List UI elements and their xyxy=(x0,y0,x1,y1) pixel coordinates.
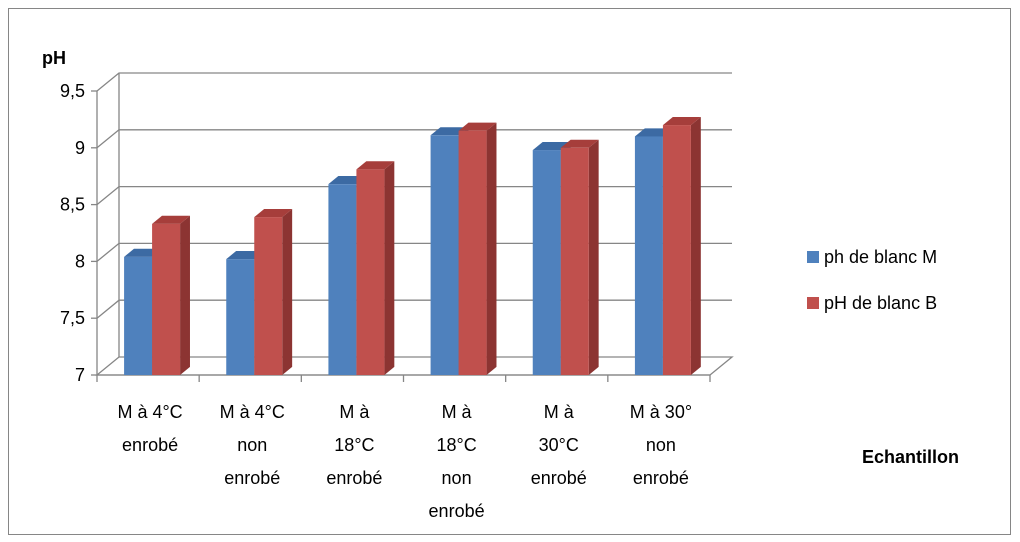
y-tick-label: 7 xyxy=(75,365,85,385)
x-tick-label: M à 30°C enrobé xyxy=(531,402,587,488)
x-tick-labels: M à 4°C enrobé M à 4°C non enrobé M à 18°C enro… xyxy=(117,402,692,521)
y-tick-label: 8,5 xyxy=(60,195,85,215)
x-tick-label: M à 18°C non enrobé xyxy=(429,402,485,521)
y-tick-label: 7,5 xyxy=(60,308,85,328)
legend-swatch xyxy=(807,297,819,309)
bar xyxy=(458,122,497,375)
bar xyxy=(152,215,190,375)
y-tick-label: 9 xyxy=(75,138,85,158)
bar-top xyxy=(458,122,497,131)
bar-front xyxy=(662,125,691,375)
legend-entry: ph de blanc M xyxy=(807,247,937,267)
bar-side xyxy=(588,139,599,375)
bar-top xyxy=(356,161,395,170)
bar-side xyxy=(384,161,395,375)
gridline xyxy=(96,185,732,206)
x-tick-label: M à 4°C non enrobé xyxy=(220,402,285,488)
gridline xyxy=(96,299,732,319)
bars xyxy=(124,116,701,375)
legend: ph de blanc M pH de blanc B xyxy=(807,247,937,313)
bar-front xyxy=(328,184,357,375)
bar-front xyxy=(124,256,153,375)
bar-front xyxy=(430,135,459,375)
bar-top xyxy=(560,139,599,148)
bar-side xyxy=(486,122,497,375)
x-tick-label: M à 4°C enrobé xyxy=(117,402,182,455)
bar-front xyxy=(356,169,385,375)
x-axis-title: Echantillon xyxy=(862,447,959,467)
bar xyxy=(662,116,701,375)
legend-label: ph de blanc M xyxy=(824,247,937,267)
bar-front xyxy=(226,259,255,375)
bar xyxy=(254,208,293,375)
gridline xyxy=(96,242,732,262)
bar-top xyxy=(662,116,701,126)
x-tick-label: M à 18°C enrobé xyxy=(326,402,382,488)
bar-side xyxy=(690,116,701,375)
legend-label: pH de blanc B xyxy=(824,293,937,313)
y-tick-labels: 7 7,5 8 8,5 9 9,5 xyxy=(60,81,85,385)
bar-front xyxy=(634,136,663,375)
legend-entry: pH de blanc B xyxy=(807,293,937,313)
bar-side xyxy=(282,208,293,375)
bar-front xyxy=(532,150,561,375)
gridline xyxy=(96,72,732,92)
legend-swatch xyxy=(807,251,819,263)
y-tick-label: 9,5 xyxy=(60,81,85,101)
bar-side xyxy=(180,215,190,375)
bar xyxy=(356,161,395,375)
bar xyxy=(560,139,599,375)
bar-front xyxy=(152,223,181,375)
y-tick-label: 8 xyxy=(75,251,85,271)
gridlines xyxy=(96,72,732,319)
bar-front xyxy=(254,217,283,375)
axes xyxy=(91,90,711,382)
y-axis-title: pH xyxy=(42,48,66,68)
x-tick-label: M à 30° non enrobé xyxy=(630,402,692,488)
bar-front xyxy=(560,147,589,375)
bar-top xyxy=(254,208,293,218)
gridline xyxy=(96,129,732,149)
bar-top xyxy=(152,215,190,224)
bar-front xyxy=(458,130,487,375)
